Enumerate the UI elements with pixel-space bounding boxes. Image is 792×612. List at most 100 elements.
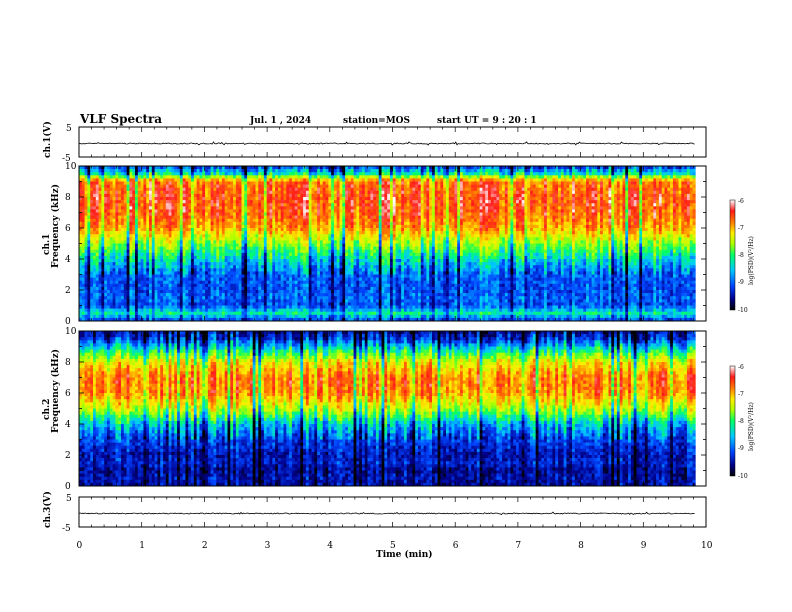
spectrogram-cell (199, 209, 202, 212)
spectrogram-cell (222, 256, 225, 259)
spectrogram-cell (222, 225, 225, 228)
spectrogram-cell (169, 178, 172, 181)
spectrogram-cell (295, 256, 298, 259)
spectrogram-cell (177, 268, 180, 271)
spectrogram-cell (348, 172, 351, 175)
spectrogram-cell (113, 200, 116, 203)
spectrogram-cell (348, 259, 351, 262)
spectrogram-cell (236, 250, 239, 253)
spectrogram-cell (205, 278, 208, 281)
spectrogram-cell (191, 191, 194, 194)
spectrogram-cell (211, 169, 214, 172)
spectrogram-cell (99, 296, 102, 299)
spectrogram-cell (82, 178, 85, 181)
spectrogram-cell (306, 188, 309, 191)
spectrogram-cell (155, 219, 158, 222)
spectrogram-cell (354, 302, 357, 305)
spectrogram-cell (205, 188, 208, 191)
spectrogram-cell (85, 312, 88, 315)
spectrogram-cell (104, 169, 107, 172)
spectrogram-cell (141, 290, 144, 293)
spectrogram-cell (160, 278, 163, 281)
spectrogram-cell (264, 290, 267, 293)
spectrogram-cell (197, 222, 200, 225)
spectrogram-cell (104, 268, 107, 271)
spectrogram-cell (155, 247, 158, 250)
spectrogram-cell (171, 175, 174, 178)
spectrogram-cell (177, 290, 180, 293)
spectrogram-cell (264, 169, 267, 172)
spectrogram-cell (300, 203, 303, 206)
spectrogram-cell (320, 281, 323, 284)
spectrogram-cell (225, 306, 228, 309)
spectrogram-cell (253, 228, 256, 231)
spectrogram-cell (292, 309, 295, 312)
spectrogram-cell (314, 315, 317, 318)
spectrogram-cell (328, 306, 331, 309)
spectrogram-cell (149, 281, 152, 284)
spectrogram-cell (306, 299, 309, 302)
spectrogram-cell (345, 191, 348, 194)
spectrogram-cell (331, 306, 334, 309)
spectrogram-cell (113, 166, 116, 169)
spectrogram-cell (270, 296, 273, 299)
spectrogram-cell (239, 219, 242, 222)
spectrogram-cell (141, 234, 144, 237)
spectrogram-cell (199, 182, 202, 185)
spectrogram-cell (194, 228, 197, 231)
spectrogram-cell (278, 309, 281, 312)
spectrogram-cell (135, 315, 138, 318)
spectrogram-cell (174, 256, 177, 259)
spectrogram-cell (261, 182, 264, 185)
spectrogram-cell (180, 188, 183, 191)
spectrogram-cell (323, 219, 326, 222)
spectrogram-cell (135, 228, 138, 231)
spectrogram-cell (129, 197, 132, 200)
spectrogram-cell (107, 293, 110, 296)
spectrogram-cell (160, 259, 163, 262)
spectrogram-cell (197, 234, 200, 237)
spectrogram-cell (239, 225, 242, 228)
spectrogram-cell (337, 175, 340, 178)
spectrogram-cell (171, 209, 174, 212)
spectrogram-cell (348, 213, 351, 216)
spectrogram-cell (104, 296, 107, 299)
spectrogram-cell (270, 169, 273, 172)
spectrogram-cell (342, 259, 345, 262)
spectrogram-cell (348, 203, 351, 206)
spectrogram-cell (99, 197, 102, 200)
spectrogram-cell (230, 296, 233, 299)
spectrogram-cell (275, 293, 278, 296)
spectrogram-cell (289, 213, 292, 216)
spectrogram-cell (194, 290, 197, 293)
spectrogram-cell (124, 172, 127, 175)
spectrogram-cell (177, 188, 180, 191)
spectrogram-cell (258, 213, 261, 216)
spectrogram-cell (278, 259, 281, 262)
spectrogram-cell (99, 259, 102, 262)
spectrogram-cell (328, 265, 331, 268)
spectrogram-cell (205, 268, 208, 271)
spectrogram-cell (241, 290, 244, 293)
spectrogram-cell (286, 203, 289, 206)
spectrogram-cell (303, 312, 306, 315)
spectrogram-cell (146, 169, 149, 172)
spectrogram-cell (82, 231, 85, 234)
spectrogram-cell (135, 244, 138, 247)
spectrogram-cell (345, 231, 348, 234)
spectrogram-cell (306, 262, 309, 265)
spectrogram-cell (270, 231, 273, 234)
spectrogram-cell (121, 166, 124, 169)
spectrogram-cell (169, 284, 172, 287)
spectrogram-cell (281, 191, 284, 194)
spectrogram-cell (82, 268, 85, 271)
spectrogram-cell (169, 219, 172, 222)
spectrogram-cell (258, 206, 261, 209)
spectrogram-cell (208, 216, 211, 219)
spectrogram-cell (127, 259, 130, 262)
spectrogram-cell (101, 312, 104, 315)
spectrogram-cell (300, 281, 303, 284)
spectrogram-cell (90, 178, 93, 181)
spectrogram-cell (183, 281, 186, 284)
spectrogram-cell (241, 312, 244, 315)
